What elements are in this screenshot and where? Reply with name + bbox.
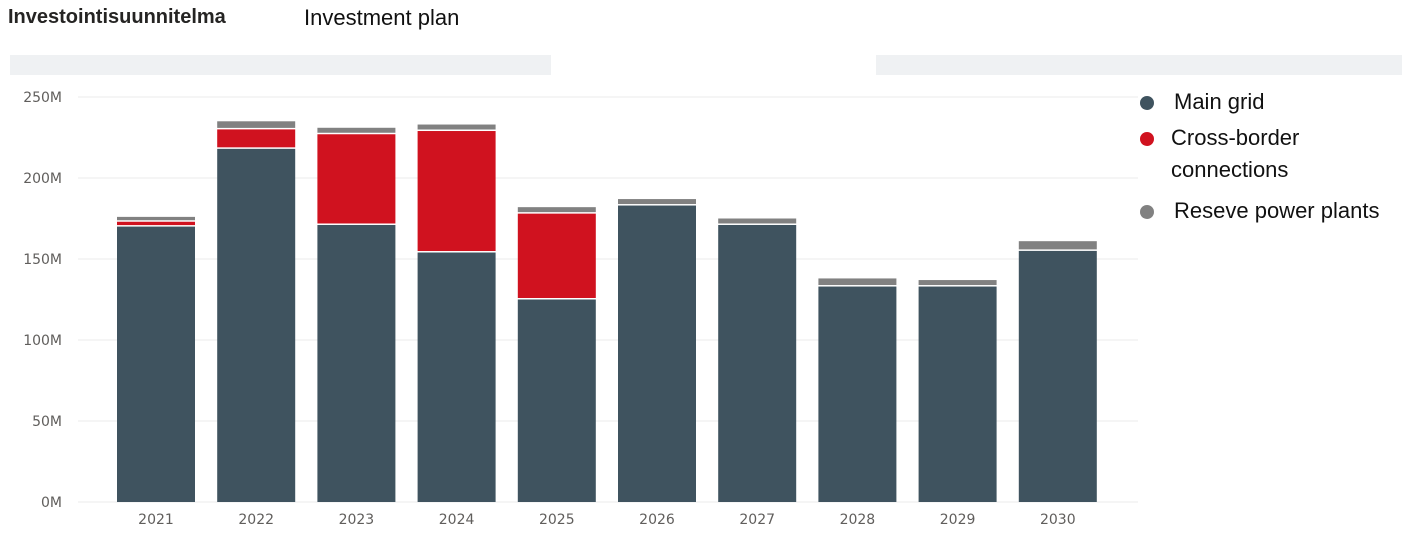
bar-segment[interactable] <box>417 124 496 130</box>
bars <box>117 121 1097 503</box>
x-tick-label: 2030 <box>1040 512 1076 528</box>
page-title: Investointisuunnitelma <box>8 6 226 28</box>
bar-segment[interactable] <box>818 286 897 502</box>
bar-segment[interactable] <box>117 226 195 502</box>
bar-segment[interactable] <box>1018 241 1097 250</box>
x-axis: 2021 2022 2023 2024 2025 2026 2027 2028 2029 2030 <box>138 512 1075 528</box>
x-tick-label: 2027 <box>739 512 775 528</box>
y-tick-label: 0M <box>41 495 62 511</box>
bar-segment[interactable] <box>818 278 897 286</box>
bar-segment[interactable] <box>117 221 195 226</box>
bar-segment[interactable] <box>618 205 696 503</box>
y-tick-label: 200M <box>23 171 62 187</box>
legend-label-reserve-power: Reseve power plants <box>1174 198 1380 223</box>
y-tick-label: 250M <box>23 90 62 106</box>
bar-segment[interactable] <box>117 216 195 221</box>
x-tick-label: 2022 <box>238 512 274 528</box>
legend-dot-main-grid <box>1140 96 1154 110</box>
header-band-left <box>10 55 551 75</box>
bar-segment[interactable] <box>417 252 496 502</box>
x-tick-label: 2023 <box>339 512 375 528</box>
bar-segment[interactable] <box>317 127 396 133</box>
bar-segment[interactable] <box>718 224 797 503</box>
bar-segment[interactable] <box>417 131 496 252</box>
legend-label-main-grid: Main grid <box>1174 89 1265 114</box>
legend-dot-reserve-power <box>1140 205 1154 219</box>
x-tick-label: 2028 <box>840 512 876 528</box>
x-tick-label: 2029 <box>940 512 976 528</box>
bar-segment[interactable] <box>317 224 396 503</box>
y-axis: 0M 50M 100M 150M 200M 250M <box>23 90 62 511</box>
bar-segment[interactable] <box>217 121 296 128</box>
x-tick-label: 2025 <box>539 512 575 528</box>
bar-segment[interactable] <box>517 213 596 298</box>
x-tick-label: 2024 <box>439 512 475 528</box>
y-tick-label: 150M <box>23 252 62 268</box>
bar-segment[interactable] <box>517 207 596 213</box>
page-subtitle: Investment plan <box>304 5 460 30</box>
bar-segment[interactable] <box>918 286 997 502</box>
bar-segment[interactable] <box>1018 250 1097 502</box>
bar-segment[interactable] <box>317 134 396 224</box>
x-tick-label: 2021 <box>138 512 174 528</box>
bar-segment[interactable] <box>618 199 696 205</box>
y-tick-label: 100M <box>23 333 62 349</box>
bar-segment[interactable] <box>217 148 296 502</box>
bar-segment[interactable] <box>217 129 296 148</box>
x-tick-label: 2026 <box>639 512 675 528</box>
bar-segment[interactable] <box>718 218 797 224</box>
legend-label-cross-border: Cross-border connections <box>1171 125 1300 182</box>
legend-dot-cross-border <box>1140 132 1154 146</box>
bar-segment[interactable] <box>517 299 596 503</box>
bar-segment[interactable] <box>918 280 997 286</box>
y-tick-label: 50M <box>32 414 62 430</box>
header-band-right <box>876 55 1402 75</box>
